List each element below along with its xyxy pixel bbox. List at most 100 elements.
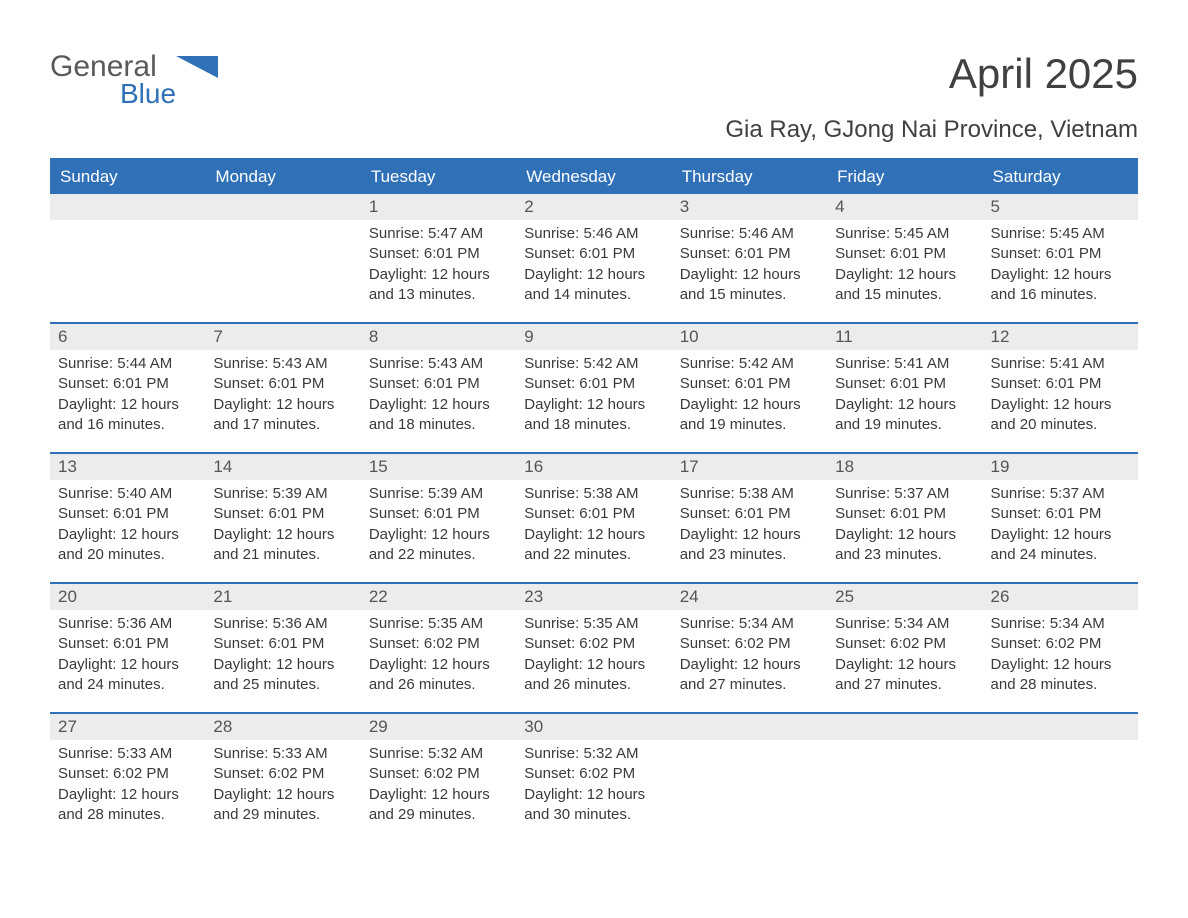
day-cell: 10Sunrise: 5:42 AMSunset: 6:01 PMDayligh… — [672, 324, 827, 452]
sunrise-line: Sunrise: 5:43 AM — [213, 354, 352, 374]
sunrise-line: Sunrise: 5:47 AM — [369, 224, 508, 244]
day-number: 29 — [361, 714, 516, 740]
day-header: Monday — [205, 160, 360, 194]
day-body: Sunrise: 5:33 AMSunset: 6:02 PMDaylight:… — [205, 740, 360, 833]
week-row: 6Sunrise: 5:44 AMSunset: 6:01 PMDaylight… — [50, 322, 1138, 452]
daylight-line: Daylight: 12 hours and 27 minutes. — [835, 655, 974, 696]
day-cell — [205, 194, 360, 322]
sunset-line: Sunset: 6:02 PM — [524, 764, 663, 784]
header: General Blue April 2025 — [50, 50, 1138, 110]
day-cell — [827, 714, 982, 842]
day-cell — [50, 194, 205, 322]
day-cell: 16Sunrise: 5:38 AMSunset: 6:01 PMDayligh… — [516, 454, 671, 582]
sunset-line: Sunset: 6:01 PM — [524, 504, 663, 524]
day-cell: 27Sunrise: 5:33 AMSunset: 6:02 PMDayligh… — [50, 714, 205, 842]
sunset-line: Sunset: 6:02 PM — [369, 634, 508, 654]
day-number: 16 — [516, 454, 671, 480]
page-title: April 2025 — [949, 50, 1138, 98]
sunset-line: Sunset: 6:01 PM — [680, 244, 819, 264]
day-cell: 3Sunrise: 5:46 AMSunset: 6:01 PMDaylight… — [672, 194, 827, 322]
week-row: 1Sunrise: 5:47 AMSunset: 6:01 PMDaylight… — [50, 194, 1138, 322]
sunrise-line: Sunrise: 5:36 AM — [58, 614, 197, 634]
day-body: Sunrise: 5:43 AMSunset: 6:01 PMDaylight:… — [361, 350, 516, 443]
day-header: Thursday — [672, 160, 827, 194]
day-cell: 29Sunrise: 5:32 AMSunset: 6:02 PMDayligh… — [361, 714, 516, 842]
daylight-line: Daylight: 12 hours and 19 minutes. — [835, 395, 974, 436]
logo-text-bottom: Blue — [120, 78, 176, 110]
day-number: 13 — [50, 454, 205, 480]
sunrise-line: Sunrise: 5:34 AM — [680, 614, 819, 634]
daylight-line: Daylight: 12 hours and 23 minutes. — [680, 525, 819, 566]
sunset-line: Sunset: 6:02 PM — [524, 634, 663, 654]
daylight-line: Daylight: 12 hours and 20 minutes. — [991, 395, 1130, 436]
day-number: 27 — [50, 714, 205, 740]
sunrise-line: Sunrise: 5:32 AM — [369, 744, 508, 764]
sunrise-line: Sunrise: 5:38 AM — [680, 484, 819, 504]
day-cell: 15Sunrise: 5:39 AMSunset: 6:01 PMDayligh… — [361, 454, 516, 582]
sunrise-line: Sunrise: 5:45 AM — [835, 224, 974, 244]
day-header-row: SundayMondayTuesdayWednesdayThursdayFrid… — [50, 160, 1138, 194]
day-header: Tuesday — [361, 160, 516, 194]
day-number: 6 — [50, 324, 205, 350]
day-header: Sunday — [50, 160, 205, 194]
sunrise-line: Sunrise: 5:37 AM — [991, 484, 1130, 504]
sunset-line: Sunset: 6:01 PM — [58, 374, 197, 394]
sunset-line: Sunset: 6:01 PM — [524, 244, 663, 264]
day-number: 23 — [516, 584, 671, 610]
day-cell: 5Sunrise: 5:45 AMSunset: 6:01 PMDaylight… — [983, 194, 1138, 322]
day-cell: 6Sunrise: 5:44 AMSunset: 6:01 PMDaylight… — [50, 324, 205, 452]
daylight-line: Daylight: 12 hours and 18 minutes. — [369, 395, 508, 436]
sunset-line: Sunset: 6:01 PM — [680, 504, 819, 524]
daylight-line: Daylight: 12 hours and 24 minutes. — [991, 525, 1130, 566]
day-number: 9 — [516, 324, 671, 350]
daylight-line: Daylight: 12 hours and 16 minutes. — [58, 395, 197, 436]
week-row: 20Sunrise: 5:36 AMSunset: 6:01 PMDayligh… — [50, 582, 1138, 712]
day-body: Sunrise: 5:35 AMSunset: 6:02 PMDaylight:… — [361, 610, 516, 703]
daylight-line: Daylight: 12 hours and 14 minutes. — [524, 265, 663, 306]
day-cell: 7Sunrise: 5:43 AMSunset: 6:01 PMDaylight… — [205, 324, 360, 452]
day-body: Sunrise: 5:36 AMSunset: 6:01 PMDaylight:… — [50, 610, 205, 703]
sunrise-line: Sunrise: 5:46 AM — [680, 224, 819, 244]
day-number: 22 — [361, 584, 516, 610]
sunset-line: Sunset: 6:01 PM — [835, 374, 974, 394]
day-cell: 8Sunrise: 5:43 AMSunset: 6:01 PMDaylight… — [361, 324, 516, 452]
daylight-line: Daylight: 12 hours and 22 minutes. — [369, 525, 508, 566]
day-cell: 9Sunrise: 5:42 AMSunset: 6:01 PMDaylight… — [516, 324, 671, 452]
day-cell — [983, 714, 1138, 842]
sunrise-line: Sunrise: 5:34 AM — [835, 614, 974, 634]
sunrise-line: Sunrise: 5:34 AM — [991, 614, 1130, 634]
sunset-line: Sunset: 6:01 PM — [991, 504, 1130, 524]
day-number: 25 — [827, 584, 982, 610]
sunrise-line: Sunrise: 5:46 AM — [524, 224, 663, 244]
day-number: 1 — [361, 194, 516, 220]
daylight-line: Daylight: 12 hours and 30 minutes. — [524, 785, 663, 826]
day-number: 28 — [205, 714, 360, 740]
flag-icon — [176, 56, 218, 82]
sunrise-line: Sunrise: 5:33 AM — [213, 744, 352, 764]
day-body — [983, 740, 1138, 752]
sunrise-line: Sunrise: 5:33 AM — [58, 744, 197, 764]
day-body: Sunrise: 5:44 AMSunset: 6:01 PMDaylight:… — [50, 350, 205, 443]
daylight-line: Daylight: 12 hours and 27 minutes. — [680, 655, 819, 696]
day-number: 15 — [361, 454, 516, 480]
sunset-line: Sunset: 6:01 PM — [835, 504, 974, 524]
day-body: Sunrise: 5:38 AMSunset: 6:01 PMDaylight:… — [516, 480, 671, 573]
daylight-line: Daylight: 12 hours and 20 minutes. — [58, 525, 197, 566]
day-body — [205, 220, 360, 232]
week-row: 27Sunrise: 5:33 AMSunset: 6:02 PMDayligh… — [50, 712, 1138, 842]
daylight-line: Daylight: 12 hours and 29 minutes. — [369, 785, 508, 826]
sunset-line: Sunset: 6:01 PM — [835, 244, 974, 264]
day-number: 24 — [672, 584, 827, 610]
daylight-line: Daylight: 12 hours and 19 minutes. — [680, 395, 819, 436]
daylight-line: Daylight: 12 hours and 13 minutes. — [369, 265, 508, 306]
day-cell: 30Sunrise: 5:32 AMSunset: 6:02 PMDayligh… — [516, 714, 671, 842]
daylight-line: Daylight: 12 hours and 29 minutes. — [213, 785, 352, 826]
day-body: Sunrise: 5:37 AMSunset: 6:01 PMDaylight:… — [827, 480, 982, 573]
day-body: Sunrise: 5:34 AMSunset: 6:02 PMDaylight:… — [672, 610, 827, 703]
sunset-line: Sunset: 6:01 PM — [58, 504, 197, 524]
day-body: Sunrise: 5:46 AMSunset: 6:01 PMDaylight:… — [516, 220, 671, 313]
sunset-line: Sunset: 6:01 PM — [213, 504, 352, 524]
calendar: SundayMondayTuesdayWednesdayThursdayFrid… — [50, 158, 1138, 842]
daylight-line: Daylight: 12 hours and 23 minutes. — [835, 525, 974, 566]
day-cell: 4Sunrise: 5:45 AMSunset: 6:01 PMDaylight… — [827, 194, 982, 322]
